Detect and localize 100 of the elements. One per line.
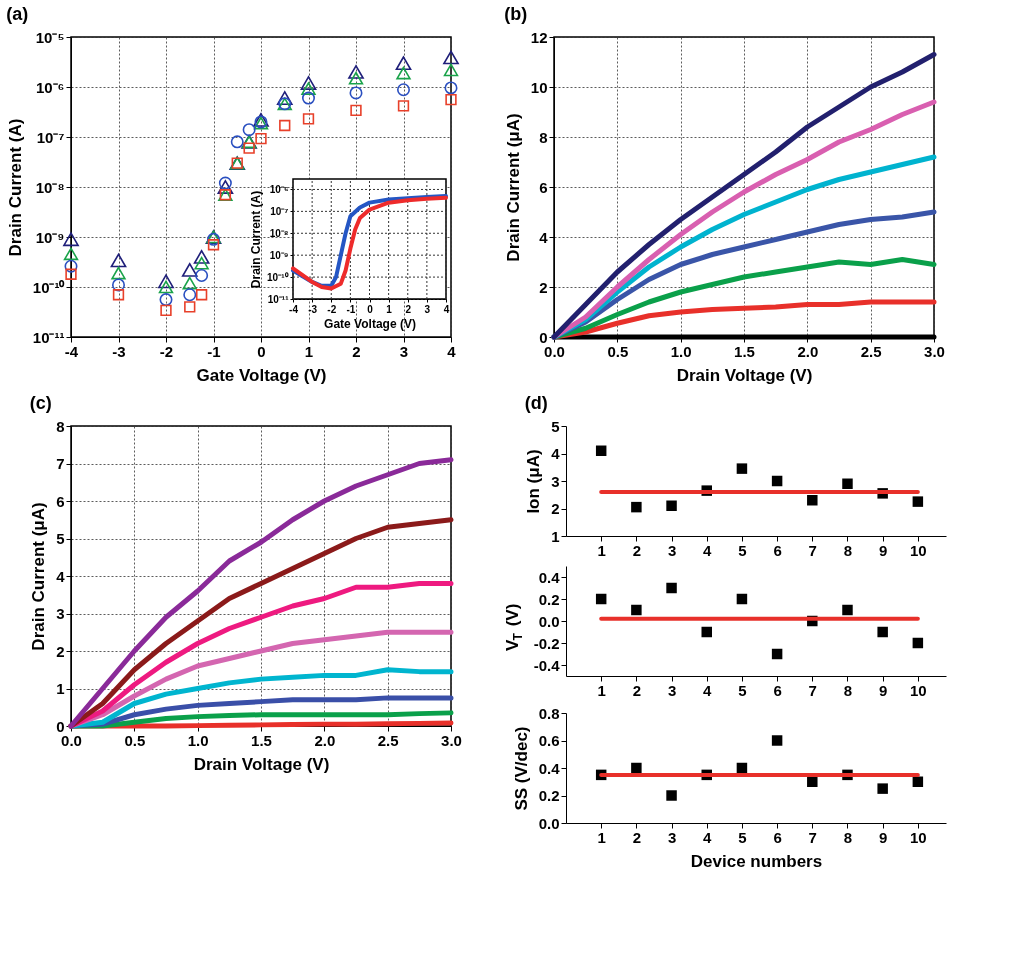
x-tick-label: 3.0 (924, 342, 945, 360)
y-tick-label: -0.4 (533, 656, 561, 674)
point (349, 86, 363, 100)
x-tick-label: 2 (352, 342, 361, 360)
point (160, 304, 172, 317)
y-tick-label: 10 (530, 78, 548, 96)
point (701, 626, 712, 638)
point (912, 637, 924, 649)
x-axis-title: Device numbers (690, 851, 823, 871)
x-tick-label: 2.0 (797, 342, 819, 360)
point (242, 123, 256, 137)
point (666, 500, 677, 511)
y-tick-label: 4 (56, 567, 66, 585)
x-tick-label: -2 (327, 303, 337, 315)
x-tick-label: 8 (843, 828, 853, 846)
point (195, 289, 208, 301)
x-tick-label: 6 (773, 681, 782, 699)
y-axis-title: VT (V) (503, 603, 525, 652)
y-tick-label: 0.4 (538, 568, 561, 586)
y-tick-label: 10⁻⁵ (35, 28, 65, 46)
x-tick-label: -2 (159, 342, 174, 360)
point (301, 82, 316, 95)
x-tick-label: 9 (878, 681, 888, 699)
point (302, 113, 315, 125)
x-tick-label: 3 (667, 681, 677, 699)
y-axis-title: Drain Current (A) (5, 118, 25, 257)
point (443, 63, 459, 77)
x-tick-label: 8 (843, 681, 853, 699)
y-tick-label: 3 (56, 605, 65, 622)
x-tick-label: -1 (346, 303, 356, 315)
point (255, 132, 267, 145)
x-tick-label: 1.5 (734, 342, 755, 360)
point (443, 50, 459, 65)
point (184, 301, 196, 313)
point (243, 142, 255, 154)
y-tick-label: 3 (551, 472, 560, 490)
x-tick-label: 2.0 (314, 731, 336, 749)
x-tick-label: 4 (703, 828, 713, 846)
y-tick-label: 10⁻⁶ (269, 183, 289, 195)
y-tick-label: -0.2 (533, 634, 560, 652)
point (877, 783, 888, 794)
point (771, 475, 783, 487)
point (193, 249, 210, 264)
y-tick-label: 10⁻⁹ (35, 228, 65, 246)
x-tick-label: 1 (304, 342, 314, 360)
x-tick-label: 9 (878, 828, 888, 846)
x-tick-label: 4 (443, 303, 450, 315)
x-tick-label: 5 (738, 828, 747, 846)
point (194, 256, 209, 270)
y-tick-label: 4 (539, 228, 549, 246)
y-axis-title: SS (V/dec) (511, 726, 531, 811)
point (396, 66, 411, 80)
x-tick-label: 2.5 (377, 731, 399, 749)
point (807, 495, 818, 506)
point (158, 274, 174, 289)
point (595, 445, 607, 456)
y-tick-label: 0.4 (538, 759, 561, 777)
point (195, 268, 209, 282)
y-tick-label: 10⁻⁸ (269, 227, 289, 239)
x-axis-title: Drain Voltage (V) (676, 365, 813, 385)
x-tick-label: 2 (632, 681, 642, 699)
point (395, 56, 412, 71)
y-tick-label: 0.0 (538, 814, 560, 832)
point (595, 593, 607, 605)
y-tick-label: 10⁻⁸ (35, 178, 65, 196)
point (181, 262, 198, 277)
x-tick-label: 9 (878, 541, 888, 559)
point (183, 288, 197, 302)
point (279, 119, 291, 132)
y-tick-label: 2 (56, 642, 65, 660)
y-tick-label: 0.0 (538, 612, 560, 630)
x-tick-label: 7 (808, 828, 817, 846)
point (348, 65, 364, 79)
x-tick-label: 3 (667, 828, 677, 846)
y-tick-label: 5 (56, 530, 65, 547)
x-tick-label: -4 (64, 342, 79, 360)
x-tick-label: 10 (910, 828, 927, 846)
point (350, 104, 362, 117)
x-tick-label: 7 (808, 541, 817, 559)
point (302, 91, 315, 105)
x-tick-label: 0 (367, 303, 374, 315)
chart-title: (c) (29, 393, 52, 413)
x-tick-label: 6 (773, 541, 782, 559)
point (807, 776, 818, 787)
point (445, 93, 457, 106)
point (217, 180, 234, 194)
point (771, 648, 783, 660)
point (736, 463, 748, 474)
point (912, 496, 924, 507)
point (300, 76, 317, 90)
x-tick-label: 7 (808, 681, 817, 699)
y-tick-label: 10⁻¹⁰ (32, 278, 66, 296)
y-tick-label: 6 (539, 178, 548, 196)
point (444, 81, 458, 95)
x-axis-title: Gate Voltage (V) (324, 316, 416, 331)
y-tick-label: 0.2 (538, 787, 560, 804)
x-tick-label: 1 (597, 828, 606, 846)
chart-title: (d) (524, 393, 548, 413)
point (65, 268, 77, 280)
x-tick-label: 4 (703, 541, 713, 559)
